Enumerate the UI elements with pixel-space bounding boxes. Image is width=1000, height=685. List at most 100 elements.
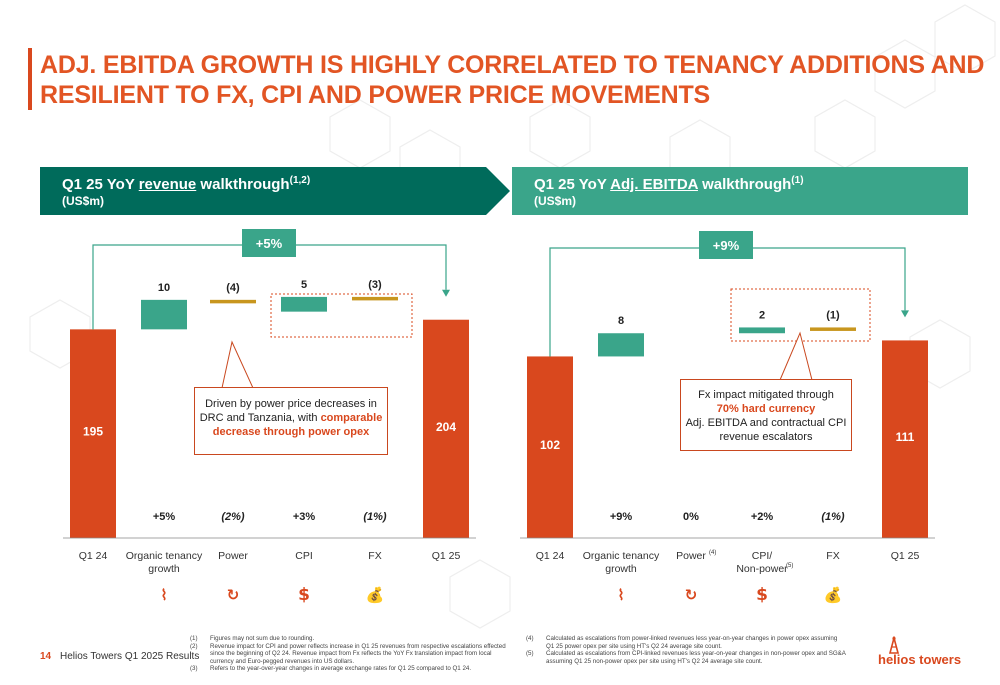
rev-delta-bar-1	[141, 299, 187, 330]
rev-category-label-1-1: growth	[148, 563, 180, 575]
left-callout-highlight-1: comparable	[320, 412, 383, 424]
helios-towers-logo-icon	[888, 636, 900, 654]
left-heading-pre: Q1 25 YoY	[62, 176, 139, 193]
footnote-1-key: (1)	[190, 635, 198, 642]
ebitda-bar-0	[527, 356, 573, 538]
footnote-1: (1) Figures may not sum due to rounding.	[190, 635, 515, 643]
ebitda-delta-label-4: (1)	[826, 309, 840, 321]
ebitda-power-icon: ↻	[685, 586, 698, 604]
ebitda-pct-label-4: (1%)	[821, 511, 845, 523]
page-number: 14	[40, 651, 52, 662]
ebitda-category-label-0-0: Q1 24	[536, 550, 565, 562]
ebitda-moneybag-icon: 💰	[824, 586, 843, 604]
rev-bar-5	[423, 319, 469, 538]
rev-bar-label-5: 204	[436, 420, 456, 434]
ebitda-delta-bar-4	[810, 327, 856, 331]
ebitda-tower-icon: ⌇	[617, 586, 624, 604]
footnote-4-key: (4)	[526, 635, 534, 642]
ebitda-pct-label-3: +2%	[751, 511, 774, 523]
right-callout-line-3: Adj. EBITDA and contractual CPI	[685, 417, 847, 429]
footnote-4-text: Calculated as escalations from power-lin…	[546, 635, 838, 650]
rev-growth-arrowhead	[442, 289, 450, 297]
footnote-5-key: (5)	[526, 650, 534, 658]
rev-growth-badge-bg	[242, 229, 296, 257]
left-heading-post: walkthrough	[196, 176, 290, 193]
left-panel-header-bg	[40, 167, 510, 215]
right-heading-footnote-ref: (1)	[791, 175, 804, 186]
rev-callout-pointer	[221, 340, 254, 389]
ebitda-category-label-5-0: Q1 25	[891, 550, 920, 562]
ebitda-category-sup-3: (5)	[786, 563, 793, 569]
ebitda-category-label-3-0: CPI/	[752, 550, 773, 562]
page-title-line-1: ADJ. EBITDA GROWTH IS HIGHLY CORRELATED …	[40, 51, 985, 79]
right-heading-pre: Q1 25 YoY	[534, 176, 611, 193]
ebitda-delta-label-1: 8	[618, 315, 624, 327]
rev-delta-bar-4	[352, 296, 398, 301]
ebitda-delta-bar-3	[739, 327, 785, 334]
footnote-3: (3) Refers to the year-over-year changes …	[190, 665, 515, 673]
left-panel-subheading: (US$m)	[62, 194, 105, 208]
footnote-2: (2) Revenue impact for CPI and power refl…	[190, 643, 515, 666]
footnote-5: (5) Calculated as escalations from CPI-li…	[526, 650, 846, 665]
rev-category-label-5-0: Q1 25	[432, 550, 461, 562]
footer-source: Helios Towers Q1 2025 Results	[60, 651, 200, 662]
rev-category-label-3-0: CPI	[295, 550, 313, 562]
left-panel-heading: Q1 25 YoY revenue walkthrough(1,2)	[62, 175, 488, 193]
rev-moneybag-icon: 💰	[366, 586, 385, 604]
rev-dollar-icon: $	[298, 585, 310, 605]
ebitda-category-label-1-0: Organic tenancy	[583, 550, 660, 562]
right-heading-underlined: Adj. EBITDA	[610, 176, 698, 193]
rev-category-label-2-0: Power	[218, 550, 248, 562]
right-panel-header-bg	[512, 167, 968, 215]
footnote-4: (4) Calculated as escalations from power-…	[526, 635, 846, 650]
ebitda-bar-label-0: 102	[540, 438, 560, 452]
ebitda-delta-bar-1	[598, 333, 644, 357]
ebitda-category-label-2-0: Power	[676, 550, 706, 562]
rev-pct-label-3: +3%	[293, 511, 316, 523]
ebitda-category-sup-2: (4)	[709, 550, 716, 556]
ebitda-bar-label-5: 111	[896, 430, 915, 444]
page-title-line-2: RESILIENT TO FX, CPI AND POWER PRICE MOV…	[40, 81, 711, 109]
rev-delta-label-4: (3)	[368, 279, 382, 291]
ebitda-delta-label-3: 2	[759, 309, 765, 321]
left-callout-line-1: Driven by power price decreases in	[205, 398, 377, 410]
ebitda-pct-label-1: +9%	[610, 511, 633, 523]
ebitda-category-label-1-1: growth	[605, 563, 637, 575]
right-callout-highlight: 70% hard currency	[716, 403, 816, 415]
rev-bar-0	[70, 329, 116, 538]
ebitda-bar-5	[882, 340, 928, 538]
left-callout-highlight-2: decrease through power opex	[212, 426, 370, 438]
title-accent-bar	[28, 48, 32, 110]
rev-category-label-4-0: FX	[368, 550, 381, 562]
footnote-2-key: (2)	[190, 642, 198, 650]
right-callout-line-4: revenue escalators	[719, 431, 813, 443]
right-panel-heading: Q1 25 YoY Adj. EBITDA walkthrough(1)	[534, 175, 960, 193]
ebitda-dollar-icon: $	[756, 585, 768, 605]
rev-delta-label-3: 5	[301, 279, 307, 291]
rev-pct-label-4: (1%)	[363, 511, 387, 523]
left-callout-line-2-text: DRC and Tanzania, with	[199, 412, 321, 424]
right-heading-post: walkthrough	[697, 176, 792, 193]
footnote-2-text: Revenue impact for CPI and power reflect…	[210, 642, 506, 665]
left-heading-underlined: revenue	[138, 176, 197, 193]
ebitda-pct-label-2: 0%	[683, 511, 699, 523]
rev-tower-icon: ⌇	[160, 586, 167, 604]
rev-bar-label-0: 195	[83, 425, 103, 439]
rev-delta-bar-2	[210, 299, 256, 304]
right-panel-header: Q1 25 YoY Adj. EBITDA walkthrough(1) (US…	[520, 167, 960, 215]
left-callout: Driven by power price decreases in DRC a…	[194, 387, 388, 455]
right-panel-subheading: (US$m)	[534, 194, 577, 208]
rev-growth-badge: +5%	[256, 236, 283, 251]
rev-delta-bar-3	[281, 296, 327, 312]
footnote-3-key: (3)	[190, 665, 198, 673]
page-title: ADJ. EBITDA GROWTH IS HIGHLY CORRELATED …	[40, 50, 985, 110]
rev-delta-label-1: 10	[158, 282, 170, 294]
rev-power-icon: ↻	[227, 586, 240, 604]
left-callout-line-2: DRC and Tanzania, with comparable	[195, 411, 387, 425]
ebitda-growth-arrowhead	[901, 310, 909, 318]
right-callout: Fx impact mitigated through 70% hard cur…	[680, 379, 852, 451]
rev-pct-label-1: +5%	[153, 511, 176, 523]
footnote-5-text: Calculated as escalations from CPI-linke…	[546, 650, 846, 665]
ebitda-category-label-3-1: Non-power	[736, 563, 788, 575]
